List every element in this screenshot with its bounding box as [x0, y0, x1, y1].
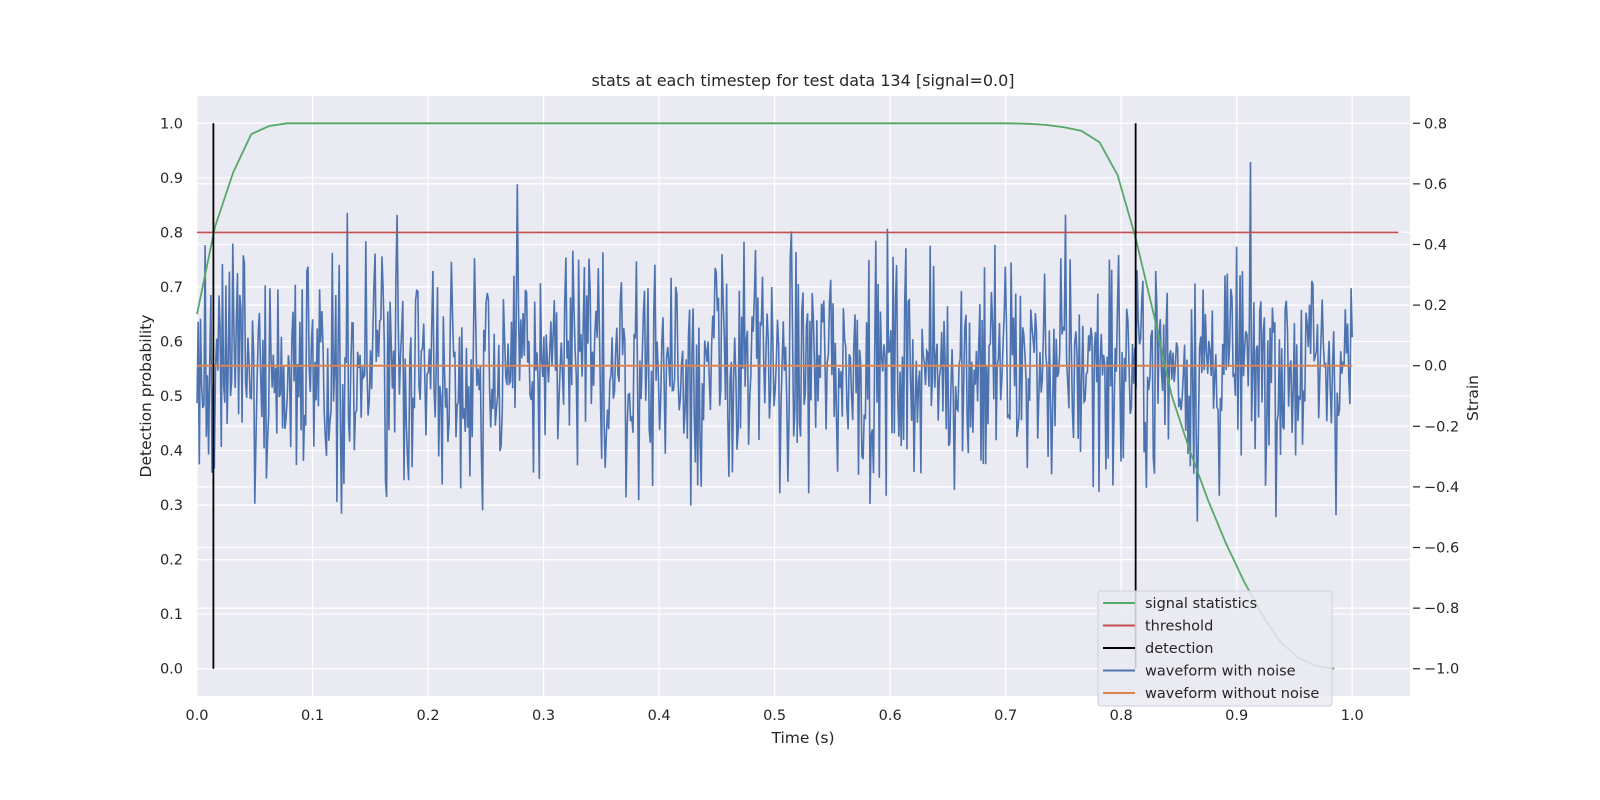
series-layer [196, 122, 1399, 670]
y-left-tick-label: 0.7 [160, 280, 183, 296]
y-axis-label-left: Detection probability [137, 315, 155, 478]
x-tick-label: 0.6 [879, 708, 902, 724]
y-right-tick-label: 0.2 [1424, 298, 1447, 314]
x-tick-label: 0.9 [1225, 708, 1248, 724]
y-right-tick-label: 0.6 [1424, 177, 1447, 193]
x-axis-label: Time (s) [770, 729, 834, 747]
x-tick-label: 0.7 [994, 708, 1017, 724]
y-left-tick-label: 0.3 [160, 498, 183, 514]
legend-box [1097, 590, 1333, 707]
legend-label: waveform without noise [1145, 686, 1319, 702]
legend-label: threshold [1145, 619, 1213, 635]
left-axis-ticks: 0.0 0.1 0.2 0.3 0.4 0.5 0.6 0.7 0.8 0.9 1.0 [160, 116, 183, 677]
y-left-tick-label: 1.0 [160, 116, 183, 132]
x-tick-label: 1.0 [1341, 708, 1364, 724]
y-left-tick-label: 0.1 [160, 607, 183, 623]
y-right-tick-label: −1.0 [1424, 662, 1459, 678]
x-tick-label: 0.5 [763, 708, 786, 724]
y-left-tick-label: 0.9 [160, 171, 183, 187]
x-tick-label: 0.1 [301, 708, 324, 724]
y-axis-label-right: Strain [1464, 375, 1482, 421]
chart-title: stats at each timestep for test data 134… [591, 71, 1014, 90]
legend-label: detection [1145, 641, 1213, 657]
y-left-tick-label: 0.8 [160, 225, 183, 241]
y-left-tick-label: 0.2 [160, 553, 183, 569]
y-right-tick-label: 0.8 [1424, 116, 1447, 132]
y-left-tick-label: 0.5 [160, 389, 183, 405]
x-axis-ticks: 0.0 0.1 0.2 0.3 0.4 0.5 0.6 0.7 0.8 0.9 1.0 [185, 708, 1363, 724]
x-tick-label: 0.0 [185, 708, 208, 724]
y-left-tick-label: 0.4 [160, 444, 183, 460]
series-signal-statistics [196, 122, 1335, 670]
y-right-tick-label: −0.8 [1424, 601, 1459, 617]
x-tick-label: 0.2 [417, 708, 440, 724]
x-tick-label: 0.4 [648, 708, 671, 724]
y-left-tick-label: 0.0 [160, 662, 183, 678]
y-right-tick-label: −0.2 [1424, 419, 1459, 435]
legend-label: waveform with noise [1145, 664, 1296, 680]
y-right-tick-label: −0.4 [1424, 480, 1459, 496]
y-right-tick-label: 0.4 [1424, 237, 1447, 253]
y-right-tick-label: −0.6 [1424, 541, 1459, 557]
x-tick-label: 0.3 [532, 708, 555, 724]
y-right-tick-label: 0.0 [1424, 359, 1447, 375]
right-axis-ticks: 0.8 0.6 0.4 0.2 0.0 −0.2 −0.4 −0.6 −0.8 −1.0 [1413, 116, 1459, 678]
x-tick-label: 0.8 [1110, 708, 1133, 724]
y-left-tick-label: 0.6 [160, 334, 183, 350]
legend-label: signal statistics [1145, 596, 1257, 612]
legend: signal statistics threshold detection wavef… [1097, 590, 1333, 707]
